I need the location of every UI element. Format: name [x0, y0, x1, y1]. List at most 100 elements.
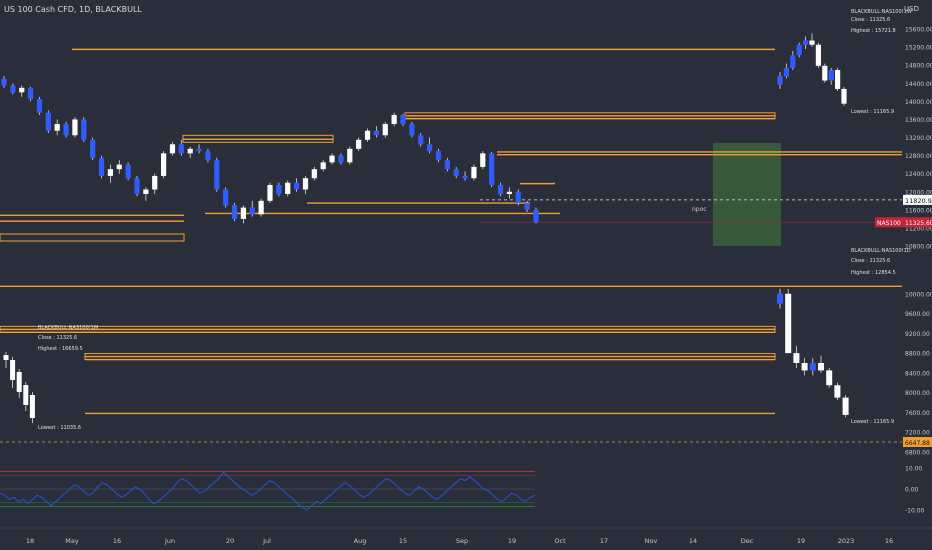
weekly-candle-body [841, 88, 847, 104]
lower-y-tick-label: 6800.00 [905, 450, 930, 457]
y-tick-label: 13600.00 [905, 117, 932, 124]
candle-body [356, 139, 362, 149]
symbol-tag-price: 11325.60 [905, 220, 932, 227]
lower-candle-body [777, 293, 783, 304]
candle-body [382, 123, 388, 136]
candle-body [400, 114, 406, 124]
lower-y-tick-label: 10000.00 [905, 291, 932, 298]
y-tick-label: 14800.00 [905, 63, 932, 70]
candle-body [240, 207, 246, 219]
candle-body [231, 205, 238, 219]
osc-y-tick-label: 10.00 [905, 466, 922, 473]
monthly-info-title: BLACKBULL:NAS100!1M [38, 325, 98, 331]
candle-body [152, 175, 158, 190]
x-tick-label: 16 [113, 537, 121, 545]
y-tick-label: 12800.00 [905, 153, 932, 160]
monthly-candle-body [16, 372, 22, 392]
monthly-info-close: Close : 11325.6 [38, 335, 77, 341]
candle-body [506, 191, 512, 195]
candle-body [329, 155, 335, 163]
lower-y-tick-label: 7200.00 [905, 430, 930, 437]
y-tick-label: 12400.00 [905, 171, 932, 178]
candle-body [214, 160, 220, 190]
x-tick-label: 14 [689, 537, 697, 545]
candle-body [444, 160, 450, 170]
y-tick-label: 12000.00 [905, 189, 932, 196]
candle-body [196, 148, 202, 152]
candle-body [258, 200, 264, 215]
currency-label: USD [904, 5, 919, 13]
y-tick-label: 15200.00 [905, 45, 932, 52]
monthly-info-high: Highest : 16659.5 [38, 346, 83, 352]
candle-body [19, 87, 25, 93]
candle-body [480, 153, 486, 167]
symbol-tag-name: NAS100 [877, 220, 901, 227]
lower-candle-body [785, 293, 792, 354]
weekly-info-low: Lowest : 11165.9 [851, 109, 894, 115]
x-tick-label: 16 [885, 537, 893, 545]
chart-title: US 100 Cash CFD, 1D, BLACKBULL [4, 5, 142, 14]
x-tick-label: Jun [164, 537, 175, 545]
supply-zone-box [182, 134, 334, 143]
candle-body [81, 119, 87, 140]
candle-body [427, 144, 433, 152]
x-tick-label: 15 [399, 537, 407, 545]
candle-body [98, 157, 105, 176]
weekly-candle-body [796, 44, 802, 56]
y-tick-label: 15600.00 [905, 27, 932, 34]
lower-candle-body [834, 385, 841, 398]
monthly-candle-body [23, 385, 29, 405]
candle-body [169, 144, 176, 154]
weekly-candle-body [777, 76, 783, 85]
candle-body [294, 182, 300, 190]
y-tick-label: 13200.00 [905, 135, 932, 142]
candle-body [276, 184, 282, 195]
lower-info-title: BLACKBULL:NAS100!1D [851, 248, 911, 254]
candle-body [249, 207, 255, 215]
candle-body [462, 175, 468, 179]
lower-y-tick-label: 9200.00 [905, 331, 930, 338]
lower-info-close: Close : 11325.6 [851, 258, 890, 264]
lower-candle-body [818, 363, 824, 371]
candle-body [320, 162, 326, 170]
lower-candle-body [826, 370, 833, 386]
lower-candle-body [809, 363, 816, 371]
last-price-tag [903, 194, 932, 205]
candle-body [54, 123, 60, 131]
lower-y-tick-label: 8400.00 [905, 370, 930, 377]
weekly-info-close: Close : 11325.6 [851, 17, 890, 23]
osc-y-tick-label: 0.00 [905, 487, 919, 494]
weekly-candle-body [803, 40, 809, 45]
candle-body [409, 123, 415, 136]
candle-body [515, 191, 521, 204]
lower-candle-body [842, 397, 849, 415]
lower-candle-body [801, 363, 808, 371]
weekly-candle-body [790, 55, 796, 68]
candle-body [285, 182, 291, 195]
candle-body [205, 151, 211, 161]
y-tick-label: 14400.00 [905, 81, 932, 88]
x-tick-label: 2023 [838, 537, 855, 545]
lower-price-tag-value: 6647.88 [905, 440, 930, 447]
candle-body [63, 123, 69, 136]
lower-zone-box [84, 353, 776, 361]
weekly-candle-body [809, 40, 815, 45]
candle-body [364, 130, 371, 140]
candle-body [143, 189, 149, 195]
lower-y-tick-label: 8000.00 [905, 390, 930, 397]
candle-body [1, 78, 7, 86]
last-price-value: 11820.96 [905, 197, 932, 205]
candle-body [116, 164, 122, 170]
lower-y-tick-label: 7600.00 [905, 410, 930, 417]
osc-line [0, 471, 536, 511]
monthly-candle-body [29, 395, 35, 418]
x-tick-label: Dec [741, 537, 754, 545]
x-tick-label: Jul [262, 537, 271, 545]
weekly-info-title: BLACKBULL:NAS100!1W [851, 9, 912, 15]
lower-price-tag [903, 437, 932, 447]
candle-body [435, 151, 442, 161]
weekly-candle-body [783, 67, 789, 77]
x-tick-label: 19 [797, 537, 805, 545]
candle-body [10, 85, 16, 93]
